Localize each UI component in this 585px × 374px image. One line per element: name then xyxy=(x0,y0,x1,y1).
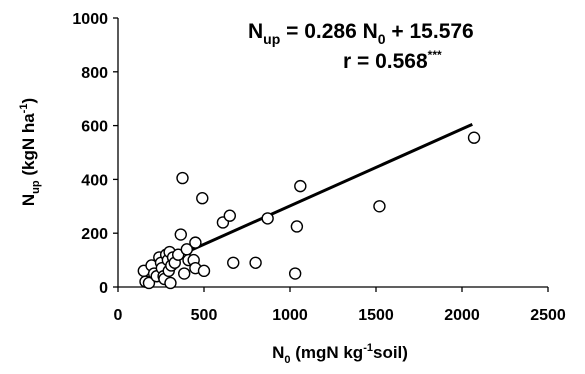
data-point xyxy=(142,276,156,290)
data-point xyxy=(178,267,191,280)
y-tick-label: 800 xyxy=(81,65,108,82)
x-tick-label: 1000 xyxy=(272,307,308,324)
data-point xyxy=(196,192,209,205)
data-point xyxy=(373,200,386,213)
trendline xyxy=(143,122,473,273)
data-point xyxy=(189,236,202,249)
axes: 0 200 400 600 800 1000 0 500 1000 1500 2000 2500 xyxy=(72,11,565,324)
y-axis-label: Nup (kgN ha-1) xyxy=(18,98,42,206)
data-point xyxy=(197,264,211,278)
equation-line: Nup = 0.286 N0 + 15.576 xyxy=(248,20,474,47)
data-point xyxy=(294,179,307,193)
data-point xyxy=(249,256,262,269)
correlation-label: r = 0.568*** xyxy=(343,48,442,73)
y-tick-label: 600 xyxy=(81,119,108,136)
data-point xyxy=(290,220,304,233)
data-point xyxy=(223,209,237,222)
x-axis-label: N0 (mgN kg-1soil) xyxy=(272,342,408,366)
data-point xyxy=(176,171,189,185)
x-tick-label: 2500 xyxy=(530,307,566,324)
data-point xyxy=(174,228,187,241)
trendline-group xyxy=(143,122,473,273)
data-point xyxy=(288,267,302,280)
x-tick-label: 2000 xyxy=(444,307,480,324)
points-group xyxy=(137,131,481,290)
x-tick-label: 0 xyxy=(114,307,123,324)
y-tick-label: 1000 xyxy=(72,11,108,28)
x-tick-label: 500 xyxy=(191,307,218,324)
data-point xyxy=(261,212,274,225)
y-tick-label: 400 xyxy=(81,172,108,189)
y-tick-label: 200 xyxy=(81,226,108,243)
data-point xyxy=(227,256,240,269)
data-point xyxy=(467,131,481,144)
y-tick-label: 0 xyxy=(99,280,108,297)
data-point xyxy=(164,276,177,290)
data-point xyxy=(171,248,185,261)
x-tick-label: 1500 xyxy=(358,307,394,324)
